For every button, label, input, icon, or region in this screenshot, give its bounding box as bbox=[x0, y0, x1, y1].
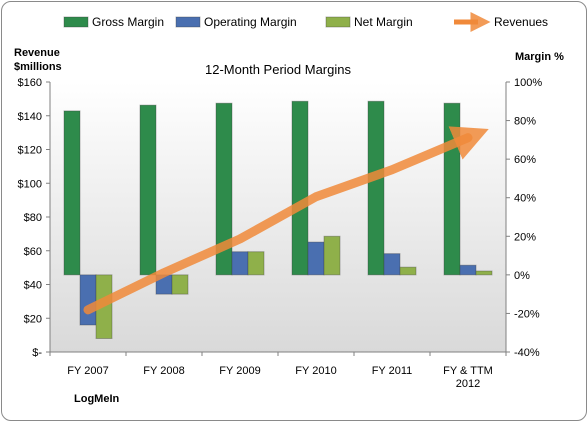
left-tick-label: $40 bbox=[24, 280, 42, 292]
operating-margin-legend-swatch bbox=[175, 16, 201, 28]
revenues-line bbox=[83, 126, 489, 315]
left-tick-label: $20 bbox=[24, 313, 42, 325]
left-axis-label-line2: $millions bbox=[14, 61, 62, 73]
net-margin-bar bbox=[247, 251, 265, 276]
x-axis-ticks: FY 2007 FY 2008 FY 2009 FY 2010 FY 2011 FY & … bbox=[49, 352, 507, 390]
legend-label: Operating Margin bbox=[204, 15, 297, 29]
revenues-point bbox=[467, 136, 470, 139]
net-margin-bar bbox=[171, 274, 189, 295]
right-tick-label: -40% bbox=[514, 347, 540, 359]
gross-margin-bar bbox=[443, 102, 461, 276]
right-tick-label: 80% bbox=[514, 116, 536, 128]
right-axis-ticks: -40% -20% 0% 20% 40% 60% 80% 100% bbox=[506, 77, 542, 359]
legend-label: Gross Margin bbox=[92, 15, 164, 29]
x-tick-label: FY 2010 bbox=[295, 365, 336, 377]
right-tick-label: 0% bbox=[514, 270, 530, 282]
operating-margin-bar bbox=[79, 274, 97, 326]
net-margin-bar bbox=[323, 235, 341, 276]
left-tick-label: $120 bbox=[18, 145, 42, 157]
left-tick-label: $100 bbox=[18, 178, 42, 190]
left-tick-label: $140 bbox=[18, 111, 42, 123]
operating-margin-bar bbox=[231, 251, 249, 276]
operating-margin-bar bbox=[307, 241, 325, 276]
gross-margin-bar bbox=[139, 104, 157, 276]
gross-margin-bar bbox=[291, 100, 309, 276]
right-tick-label: 20% bbox=[514, 231, 536, 243]
net-margin-legend-swatch bbox=[325, 16, 351, 28]
gross-margin-bar bbox=[367, 100, 385, 276]
left-tick-label: $160 bbox=[18, 77, 42, 89]
x-tick-label: FY 2011 bbox=[372, 365, 413, 377]
revenues-point bbox=[391, 168, 394, 171]
revenues-point bbox=[315, 195, 318, 198]
revenues-point bbox=[163, 271, 166, 274]
chart-title: 12-Month Period Margins bbox=[205, 62, 351, 77]
legend: Gross Margin Operating Margin Net Margin Re… bbox=[63, 12, 548, 32]
company-name: LogMeIn bbox=[74, 393, 119, 405]
revenue-line bbox=[83, 126, 489, 315]
net-margin-bar bbox=[399, 266, 417, 276]
right-axis-label: Margin % bbox=[515, 51, 564, 63]
right-tick-label: 40% bbox=[514, 193, 536, 205]
x-tick-label: FY & TTM 2012 bbox=[443, 365, 493, 390]
operating-margin-bar bbox=[383, 253, 401, 276]
gross-margin-legend-swatch bbox=[63, 16, 89, 28]
gross-margin-bar bbox=[63, 110, 81, 276]
gross-margin-bar bbox=[215, 102, 233, 276]
x-tick-label: FY 2009 bbox=[219, 365, 260, 377]
left-tick-label: $- bbox=[32, 347, 42, 359]
right-tick-label: 60% bbox=[514, 154, 536, 166]
revenues-point bbox=[239, 237, 242, 240]
right-tick-label: 100% bbox=[514, 77, 542, 89]
bars bbox=[63, 100, 493, 340]
operating-margin-bar bbox=[459, 264, 477, 276]
x-tick-label: FY 2008 bbox=[143, 365, 184, 377]
revenues-point bbox=[87, 308, 90, 311]
left-tick-label: $80 bbox=[24, 212, 42, 224]
left-tick-label: $60 bbox=[24, 246, 42, 258]
left-axis-label-line1: Revenue bbox=[14, 47, 60, 59]
x-tick-label: FY 2007 bbox=[67, 365, 108, 377]
right-tick-label: -20% bbox=[514, 308, 540, 320]
left-axis-ticks: $- $20 $40 $60 $80 $100 $120 $140 $160 bbox=[18, 77, 50, 359]
legend-label: Revenues bbox=[494, 15, 548, 29]
legend-label: Net Margin bbox=[354, 15, 413, 29]
net-margin-bar bbox=[475, 270, 493, 276]
